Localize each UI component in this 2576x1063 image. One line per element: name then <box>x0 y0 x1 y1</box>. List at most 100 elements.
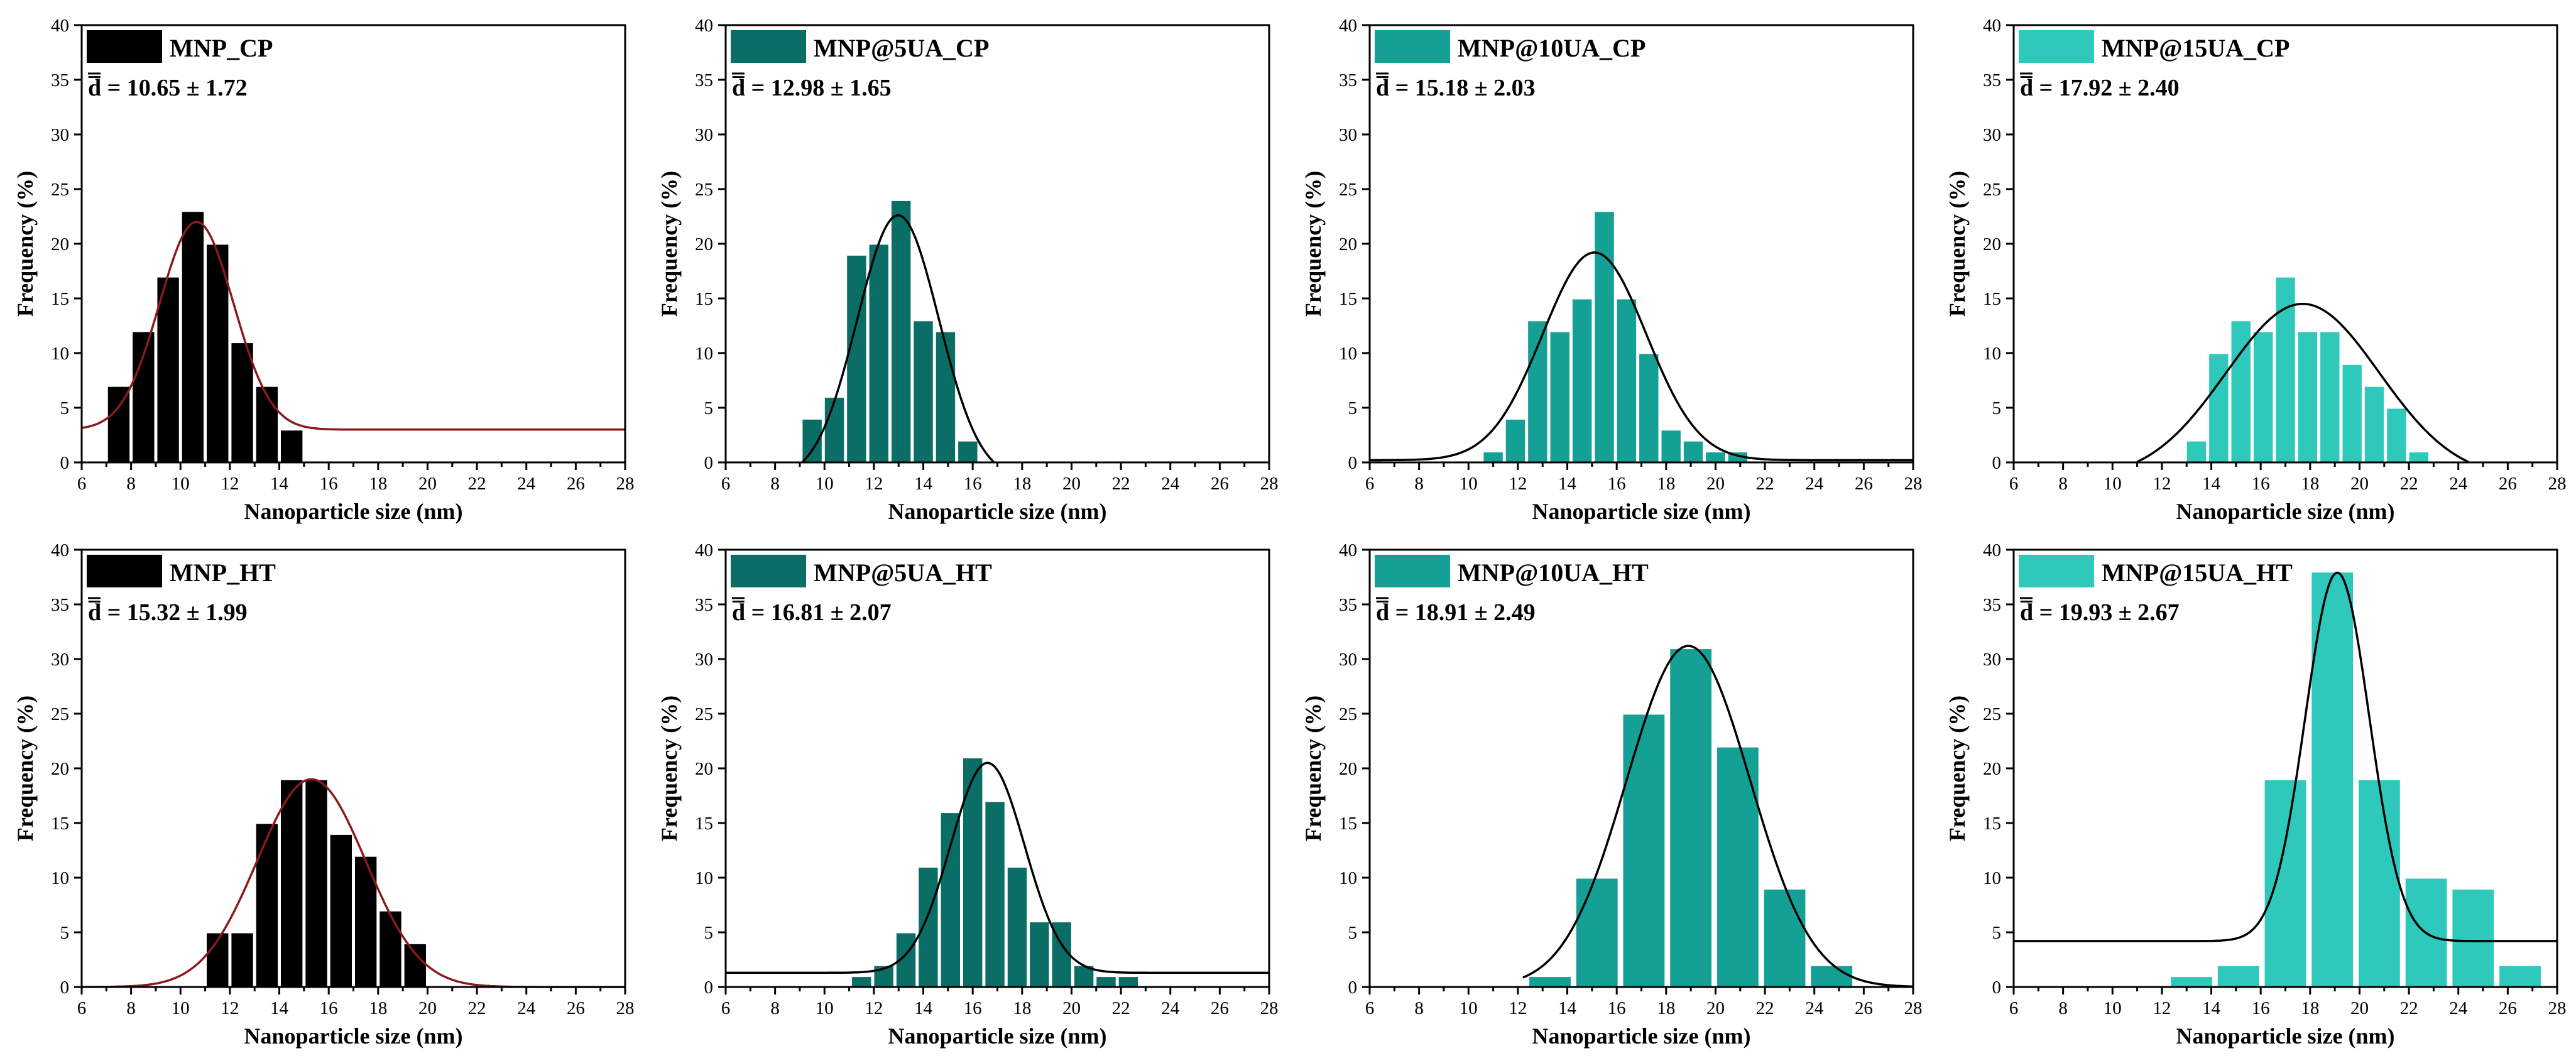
legend-label: MNP@5UA_CP <box>814 34 989 62</box>
histogram-bar <box>1809 964 1855 988</box>
x-tick-label: 10 <box>172 998 190 1018</box>
mean-diameter-label: d̅ = 10.65 ± 1.72 <box>88 75 248 101</box>
x-tick-label: 10 <box>1460 474 1478 494</box>
y-tick-label: 10 <box>1339 868 1357 888</box>
x-tick-label: 14 <box>270 474 289 494</box>
y-tick-label: 35 <box>1339 595 1357 615</box>
histogram-bar <box>303 778 329 988</box>
histogram-bar <box>1762 887 1808 988</box>
y-tick-label: 35 <box>1983 595 2001 615</box>
mean-diameter-label: d̅ = 15.18 ± 2.03 <box>1376 75 1536 101</box>
x-tick-label: 26 <box>567 474 585 494</box>
y-tick-label: 30 <box>51 650 69 670</box>
x-tick-label: 24 <box>1161 998 1180 1018</box>
x-tick-label: 22 <box>1756 998 1774 1018</box>
histogram-bar <box>2310 570 2355 988</box>
histogram-bar <box>800 417 824 464</box>
y-tick-label: 30 <box>1339 650 1357 670</box>
x-tick-label: 16 <box>320 474 338 494</box>
x-tick-label: 14 <box>914 998 933 1018</box>
y-tick-label: 40 <box>51 16 69 36</box>
histogram-bar <box>2362 384 2386 464</box>
y-axis-label: Frequency (%) <box>657 171 682 317</box>
y-axis-label: Frequency (%) <box>13 171 38 317</box>
y-tick-label: 10 <box>1983 344 2001 364</box>
y-tick-label: 5 <box>1992 923 2002 943</box>
x-tick-label: 26 <box>1855 998 1873 1018</box>
x-tick-label: 16 <box>320 998 338 1018</box>
histogram-bar <box>2215 964 2261 988</box>
y-tick-label: 25 <box>1339 704 1357 724</box>
x-tick-label: 20 <box>1706 998 1725 1018</box>
x-tick-label: 24 <box>2449 998 2468 1018</box>
legend-swatch <box>2019 555 2094 587</box>
legend-label: MNP_HT <box>170 559 276 587</box>
mean-diameter-label: d̅ = 12.98 ± 1.65 <box>732 75 892 101</box>
x-tick-label: 20 <box>1706 474 1725 494</box>
histogram-panel: 6 8 10 12 14 16 18 20 22 24 26 28 0 5 10 15 20 25 30 35 40 Na… <box>1945 16 2567 524</box>
x-tick-label: 24 <box>2449 474 2468 494</box>
x-tick-label: 28 <box>616 474 635 494</box>
y-tick-label: 10 <box>51 868 69 888</box>
x-tick-label: 22 <box>1756 474 1774 494</box>
histogram-bar <box>889 199 913 464</box>
histogram-panel: 6 8 10 12 14 16 18 20 22 24 26 28 0 5 10 15 20 25 30 35 40 Na… <box>657 16 1279 524</box>
legend-swatch <box>87 555 162 587</box>
y-tick-label: 30 <box>1983 650 2001 670</box>
x-tick-label: 24 <box>1805 474 1824 494</box>
x-tick-label: 18 <box>369 474 387 494</box>
x-tick-label: 18 <box>1013 998 1031 1018</box>
histogram-bar <box>2407 450 2431 464</box>
histogram-bar <box>1574 876 1620 988</box>
x-tick-label: 8 <box>770 998 780 1018</box>
y-axis-label: Frequency (%) <box>1301 171 1326 317</box>
y-tick-label: 0 <box>1992 453 2002 473</box>
y-axis-label: Frequency (%) <box>1945 695 1970 841</box>
y-tick-label: 5 <box>704 398 714 418</box>
x-tick-label: 20 <box>2350 474 2369 494</box>
y-tick-label: 10 <box>695 344 713 364</box>
histogram-bar <box>180 210 206 464</box>
x-tick-label: 16 <box>2252 474 2270 494</box>
x-tick-label: 6 <box>77 474 87 494</box>
histogram-bar <box>1526 319 1549 464</box>
histogram-bar <box>1704 450 1727 464</box>
histogram-bar <box>1094 975 1118 988</box>
histogram-bar <box>1621 712 1667 988</box>
x-tick-label: 24 <box>1161 474 1180 494</box>
histogram-bar <box>1504 417 1527 464</box>
histogram-panel: 6 8 10 12 14 16 18 20 22 24 26 28 0 5 10 15 20 25 30 35 40 Na… <box>1301 16 1923 524</box>
y-tick-label: 20 <box>695 759 713 779</box>
x-tick-label: 12 <box>221 474 239 494</box>
gaussian-fit-line <box>801 214 995 463</box>
histogram-panel: 6 8 10 12 14 16 18 20 22 24 26 28 0 5 10 15 20 25 30 35 40 Na… <box>1301 540 1923 1049</box>
histogram-bar <box>2296 330 2320 464</box>
y-tick-label: 35 <box>1339 70 1357 90</box>
y-tick-label: 25 <box>51 704 69 724</box>
histogram-bar <box>328 832 354 988</box>
y-tick-label: 10 <box>51 344 69 364</box>
x-tick-label: 26 <box>1855 474 1873 494</box>
x-tick-label: 8 <box>1414 998 1424 1018</box>
x-tick-label: 6 <box>77 998 87 1018</box>
x-tick-label: 24 <box>1805 998 1824 1018</box>
histogram-panel: 6 8 10 12 14 16 18 20 22 24 26 28 0 5 10 15 20 25 30 35 40 Na… <box>13 540 635 1049</box>
histogram-bar <box>131 330 156 464</box>
x-axis-label: Nanoparticle size (nm) <box>244 499 463 524</box>
y-tick-label: 40 <box>1983 540 2001 560</box>
y-tick-label: 35 <box>51 70 69 90</box>
x-tick-label: 8 <box>126 998 136 1018</box>
x-tick-label: 28 <box>1260 474 1279 494</box>
y-tick-label: 10 <box>695 868 713 888</box>
histogram-bar <box>1637 352 1661 464</box>
x-tick-label: 20 <box>418 998 437 1018</box>
gaussian-fit-line <box>1370 251 1913 462</box>
y-tick-label: 0 <box>1348 978 1358 998</box>
x-tick-label: 14 <box>1558 998 1577 1018</box>
histogram-bar <box>2318 330 2342 464</box>
histogram-bar <box>2262 778 2308 988</box>
x-tick-label: 16 <box>1608 998 1626 1018</box>
x-tick-label: 10 <box>816 998 834 1018</box>
histogram-bar <box>867 243 890 464</box>
